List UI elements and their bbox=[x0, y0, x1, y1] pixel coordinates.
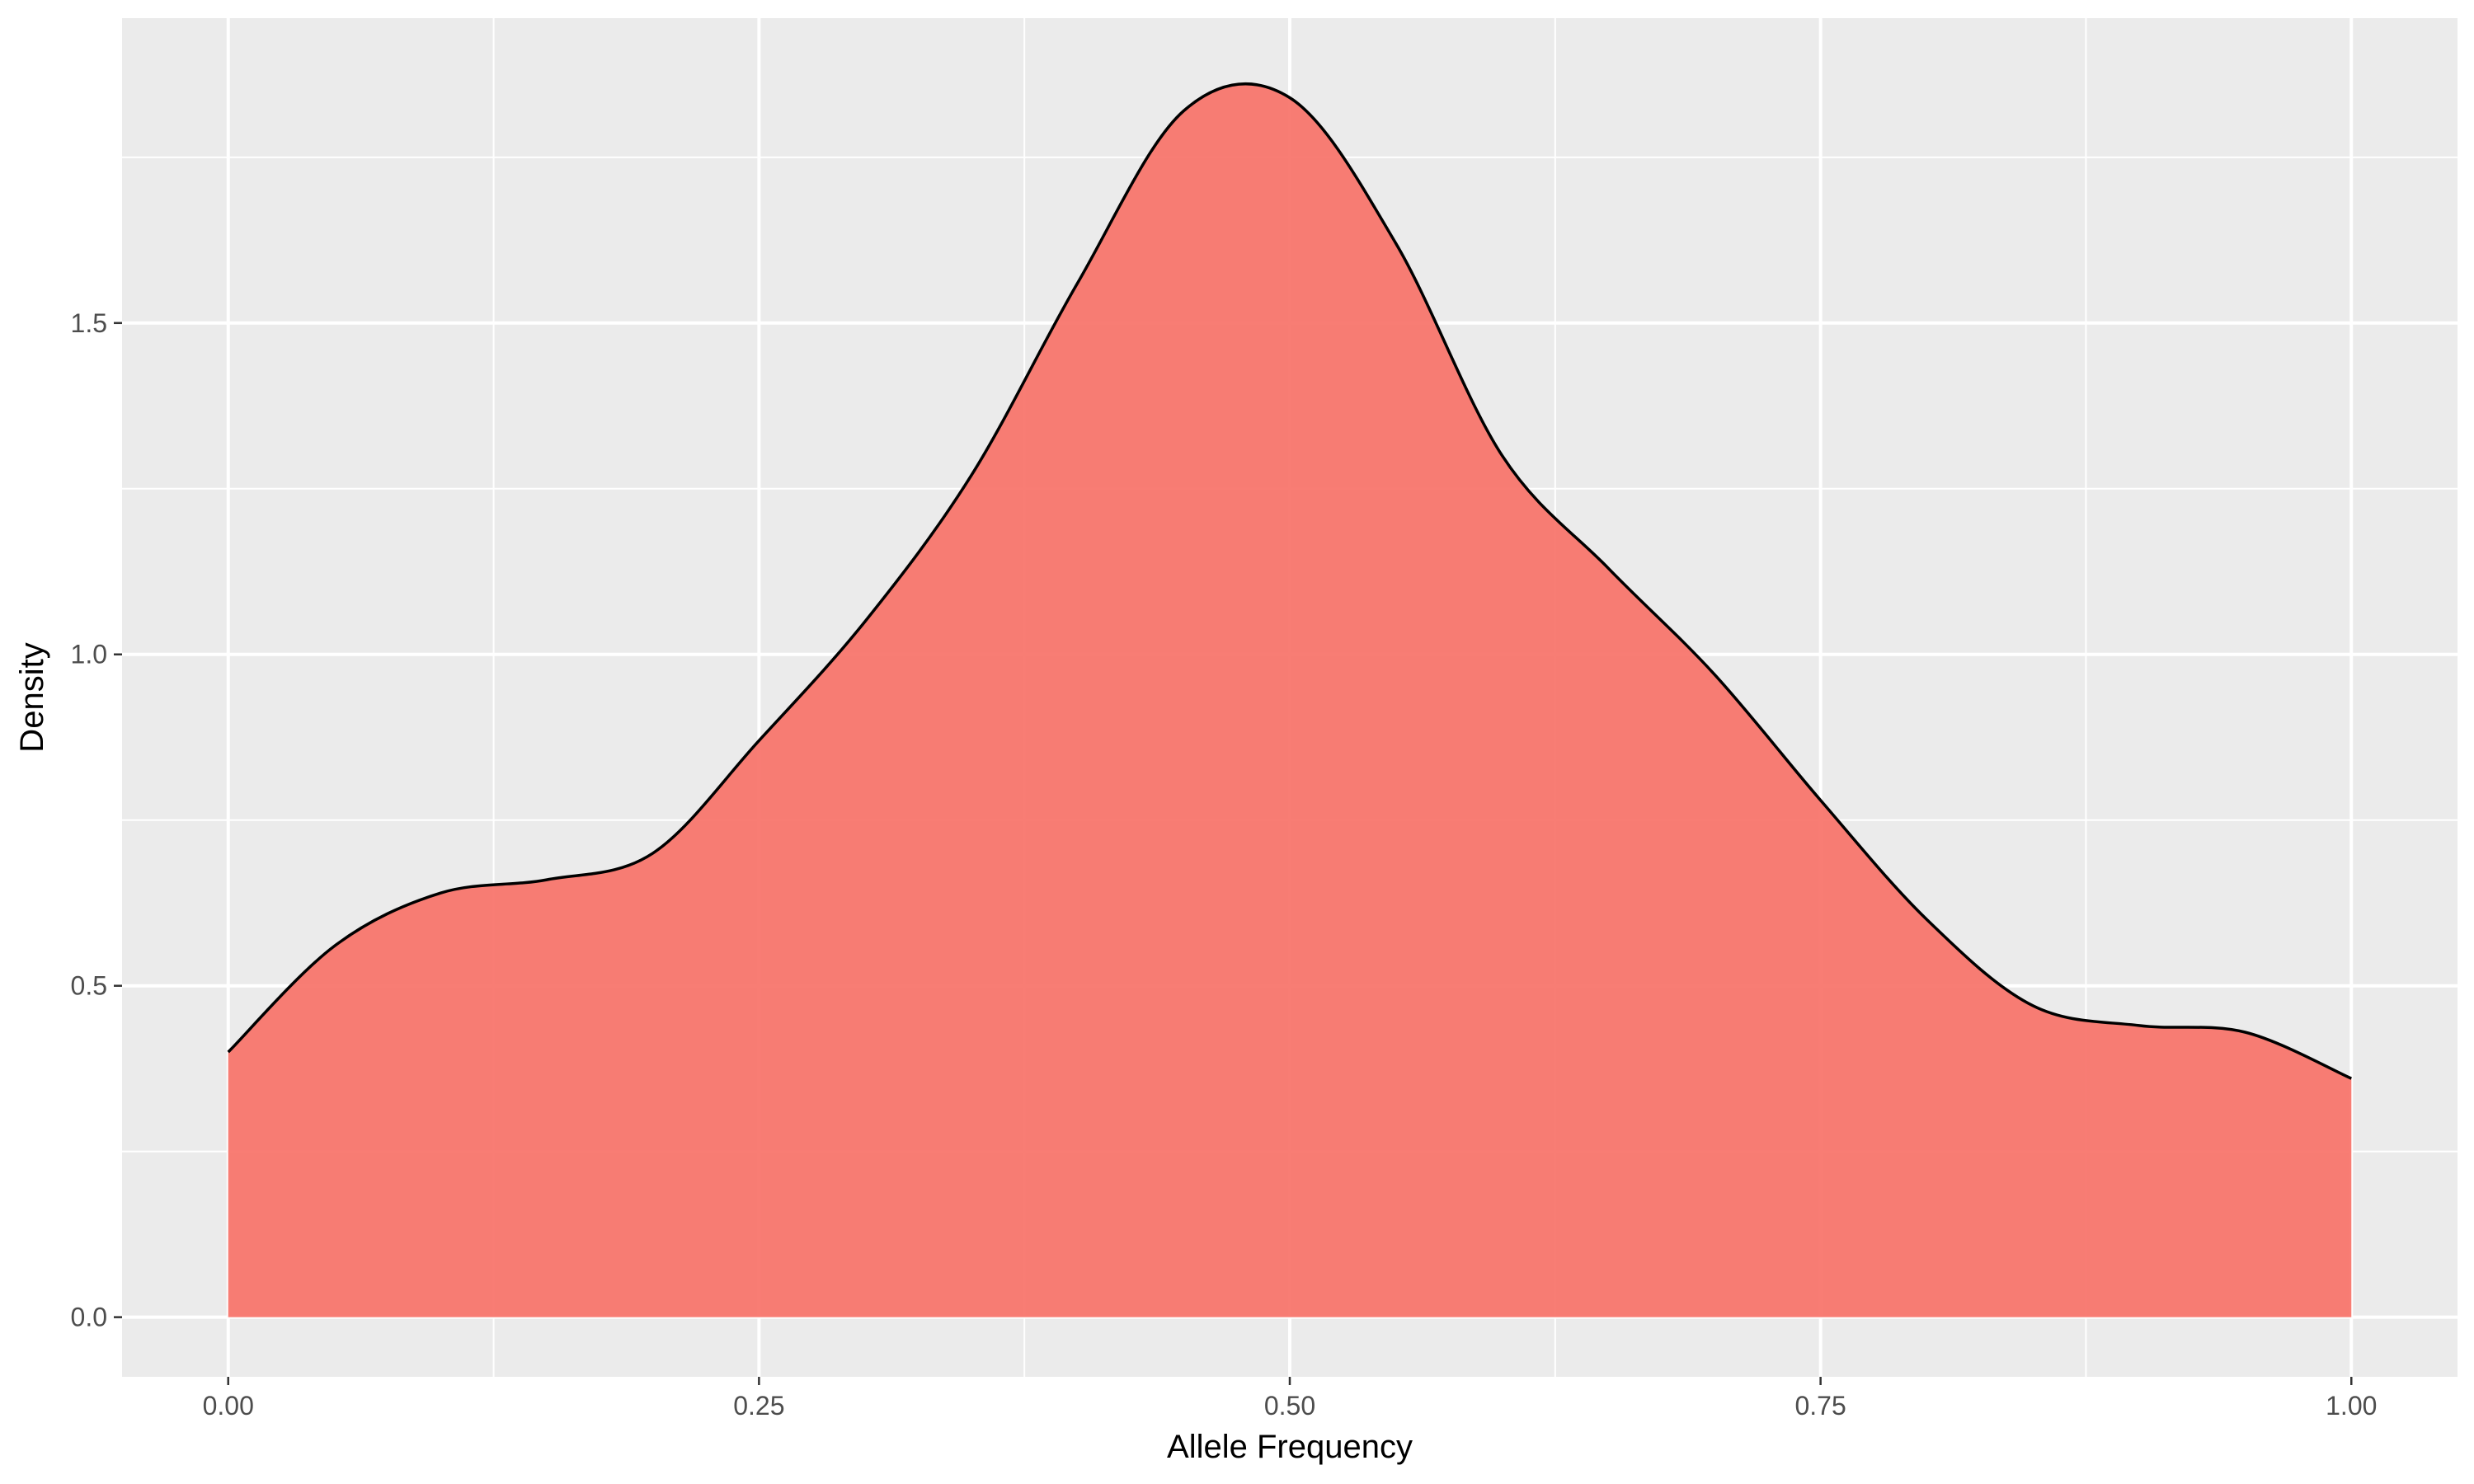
x-tick-label-0: 0.00 bbox=[203, 1391, 254, 1421]
y-tick-label-1: 0.5 bbox=[71, 971, 107, 1001]
y-axis-title: Density bbox=[14, 642, 50, 752]
x-tick-label-4: 1.00 bbox=[2326, 1391, 2377, 1421]
x-tick-label-1: 0.25 bbox=[733, 1391, 784, 1421]
y-tick-label-2: 1.0 bbox=[71, 640, 107, 669]
axis-ticks: 0.00 0.25 0.50 0.75 1.00 0.0 0.5 1.0 1.5 bbox=[71, 308, 2378, 1421]
x-tick-label-2: 0.50 bbox=[1264, 1391, 1315, 1421]
density-area bbox=[228, 83, 2352, 1317]
density-curve-line bbox=[227, 82, 2352, 1080]
data-layer bbox=[227, 82, 2352, 1317]
x-tick-label-3: 0.75 bbox=[1794, 1391, 1846, 1421]
y-tick-label-0: 0.0 bbox=[71, 1303, 107, 1332]
x-axis-title: Allele Frequency bbox=[1167, 1429, 1413, 1465]
y-tick-label-3: 1.5 bbox=[71, 308, 107, 338]
